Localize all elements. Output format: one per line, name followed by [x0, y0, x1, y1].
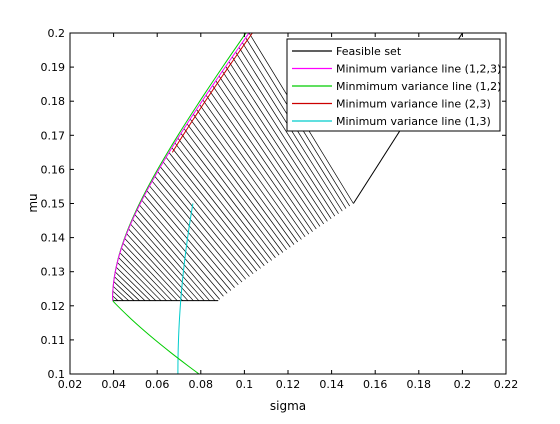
legend-box [286, 38, 501, 132]
x-tick-label: 0.18 [407, 378, 432, 391]
y-tick-label: 0.11 [41, 334, 66, 347]
feasible-set-line [130, 223, 200, 301]
x-tick-label: 0.22 [494, 378, 519, 391]
feasible-set-line [126, 233, 189, 301]
feasible-set-line [116, 266, 151, 301]
feasible-set-line [128, 228, 194, 301]
feasible-set-line [183, 128, 280, 256]
feasible-set-line [174, 142, 269, 264]
feasible-set-line [205, 94, 306, 238]
feasible-set-line [136, 209, 216, 301]
y-tick-label: 0.1 [48, 368, 66, 381]
feasible-set-line [218, 75, 321, 227]
feasible-set-line [171, 147, 265, 266]
feasible-set-line [112, 286, 129, 301]
y-tick-label: 0.12 [41, 300, 66, 313]
x-tick-label: 0.08 [189, 378, 214, 391]
series-layer [112, 33, 253, 374]
feasible-set-line [231, 56, 336, 217]
feasible-set-line [112, 295, 119, 301]
feasible-set-line [141, 200, 224, 297]
x-tick-label: 0.1 [236, 378, 254, 391]
feasible-set-line [139, 204, 220, 300]
feasible-set-line [113, 281, 135, 301]
feasible-set-line [157, 171, 246, 280]
feasible-set-line [202, 99, 302, 240]
feasible-set-line [160, 166, 250, 277]
y-tick-label: 0.16 [41, 163, 66, 176]
feasible-set-line [119, 252, 167, 301]
feasible-set-line [146, 190, 232, 291]
x-tick-label: 0.02 [58, 378, 83, 391]
x-tick-label: 0.04 [101, 378, 126, 391]
x-tick-label: 0.2 [454, 378, 472, 391]
x-axis-label: sigma [270, 399, 306, 413]
feasible-set-line [118, 257, 162, 301]
series-line-13 [177, 203, 194, 374]
feasible-set-line [151, 180, 239, 286]
feasible-set-line [117, 262, 156, 301]
y-tick-label: 0.19 [41, 61, 66, 74]
feasible-set-line [134, 214, 210, 301]
feasible-set-line [122, 243, 178, 301]
feasible-set-line [114, 276, 140, 301]
y-tick-label: 0.18 [41, 95, 66, 108]
feasible-set-line [180, 133, 276, 258]
feasible-set-line [121, 247, 173, 301]
feasible-set-line [186, 123, 284, 253]
legend-label: Minimum variance line (2,3) [336, 98, 491, 111]
legend-label: Minimum variance line (1,2,3) [336, 63, 501, 76]
y-tick-label: 0.17 [41, 129, 66, 142]
legend: Feasible set Minimum variance line (1,2,3… [286, 38, 501, 132]
feasible-set-hatch [112, 33, 463, 302]
feasible-set-line [154, 176, 243, 283]
feasible-set-line [212, 85, 313, 232]
feasible-set-line [149, 185, 235, 288]
y-tick-label: 0.15 [41, 198, 66, 211]
feasible-set-line [209, 90, 310, 235]
feasible-set-line [196, 109, 295, 245]
y-axis-label: mu [26, 193, 40, 212]
feasible-set-line [177, 137, 272, 261]
feasible-set-line [112, 290, 124, 301]
series-line-12 [112, 33, 247, 374]
feasible-set-line [215, 80, 317, 230]
x-tick-label: 0.06 [145, 378, 170, 391]
feasible-set-line [115, 271, 146, 301]
feasible-set-line [189, 118, 287, 251]
feasible-set-line [228, 61, 332, 219]
feasible-set-line [225, 66, 328, 222]
feasible-set-line [144, 195, 228, 294]
axis-ticks: 0.02 0.04 0.06 0.08 0.1 0.12 0.14 0.16 0.18 0.2 0.… [41, 27, 519, 391]
legend-label: Minimum variance line (1,3) [336, 115, 491, 128]
x-tick-label: 0.16 [363, 378, 388, 391]
feasible-set-line [132, 219, 205, 301]
legend-label: Feasible set [336, 45, 402, 58]
y-tick-label: 0.13 [41, 266, 66, 279]
series-line-123 [112, 33, 250, 301]
legend-label: Minmimum variance line (1,2) [336, 80, 501, 93]
feasible-set-line [124, 238, 183, 301]
y-tick-label: 0.2 [48, 27, 66, 40]
feasible-set-line [162, 161, 254, 275]
feasible-set-line [222, 71, 324, 225]
feasible-set-line [165, 157, 258, 272]
feasible-set-line [235, 51, 339, 214]
feasible-set-line [168, 152, 261, 269]
x-tick-label: 0.12 [276, 378, 301, 391]
feasible-set-line [199, 104, 298, 243]
series-line-23 [171, 33, 253, 153]
feasible-set-line [193, 114, 291, 248]
x-tick-label: 0.14 [319, 378, 344, 391]
y-tick-label: 0.14 [41, 232, 66, 245]
